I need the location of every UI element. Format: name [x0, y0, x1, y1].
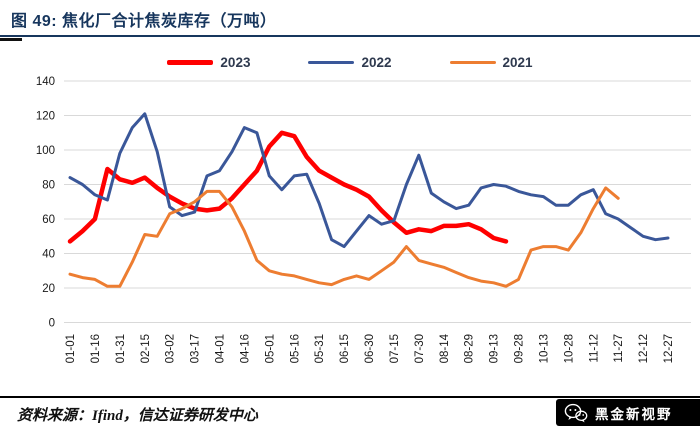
x-tick-label: 08-29	[464, 334, 476, 363]
legend-swatch	[449, 60, 496, 65]
x-tick-label: 06-15	[339, 334, 351, 363]
x-tick-label: 11-12	[588, 334, 600, 363]
legend-label: 2023	[220, 55, 251, 70]
y-tick-label: 120	[36, 111, 55, 123]
x-tick-label: 09-28	[514, 334, 526, 363]
x-tick-label: 08-14	[439, 333, 451, 363]
x-tick-label: 12-12	[638, 334, 650, 363]
x-tick-label: 06-30	[364, 334, 376, 363]
series-2022-line	[68, 112, 670, 249]
x-tick-label: 11-27	[613, 334, 625, 363]
page-title: 图 49: 焦化厂合计焦炭库存（万吨）	[11, 13, 277, 30]
legend-label: 2022	[361, 55, 392, 70]
x-tick-label: 05-01	[264, 334, 276, 363]
y-tick-label: 60	[42, 214, 55, 226]
x-tick-label: 03-02	[165, 334, 177, 363]
x-tick-label: 03-17	[190, 334, 202, 363]
title-underline-accent	[0, 38, 22, 41]
legend-item-2022: 2022	[308, 55, 392, 70]
series-2021-line	[68, 186, 620, 288]
y-tick-label: 140	[36, 76, 55, 88]
x-tick-label: 04-16	[239, 334, 251, 363]
legend-swatch	[167, 60, 214, 65]
legend-item-2021: 2021	[449, 55, 533, 70]
badge-text: 黑金新视野	[595, 406, 673, 422]
legend-label: 2021	[502, 55, 533, 70]
x-tick-label: 10-28	[563, 334, 575, 363]
x-tick-label: 05-16	[289, 334, 301, 363]
inventory-chart: 0 20 40 60 80 100 120 140 01-01 01-16 01-31 02-15 03…	[36, 76, 691, 363]
wechat-icon	[564, 403, 588, 422]
y-tick-label: 80	[42, 180, 55, 192]
chart-legend: 2023 2022 2021	[0, 55, 700, 70]
x-tick-label: 05-31	[314, 334, 326, 363]
y-tick-label: 0	[49, 318, 55, 330]
x-tick-label: 07-30	[414, 334, 426, 363]
x-tick-label: 12-27	[663, 334, 675, 363]
x-tick-label: 07-15	[389, 334, 401, 363]
x-tick-label: 01-31	[115, 334, 127, 363]
y-tick-label: 100	[36, 145, 55, 157]
title-underline	[0, 35, 700, 37]
x-tick-label: 09-13	[489, 334, 501, 363]
x-tick-label: 04-01	[215, 334, 227, 363]
source-note: 资料来源：Ifind，信达证券研发中心	[17, 408, 258, 424]
legend-item-2023: 2023	[167, 55, 250, 70]
series-2023-line	[67, 130, 509, 244]
x-tick-label: 02-15	[140, 334, 152, 363]
brand-badge: 黑金新视野	[556, 399, 700, 426]
legend-swatch	[308, 60, 355, 65]
y-tick-label: 40	[42, 249, 55, 261]
x-tick-label: 10-13	[538, 334, 550, 363]
x-tick-label: 01-01	[65, 334, 77, 363]
y-tick-label: 20	[42, 283, 55, 295]
footer-divider	[0, 396, 700, 398]
x-tick-label: 01-16	[90, 334, 102, 363]
